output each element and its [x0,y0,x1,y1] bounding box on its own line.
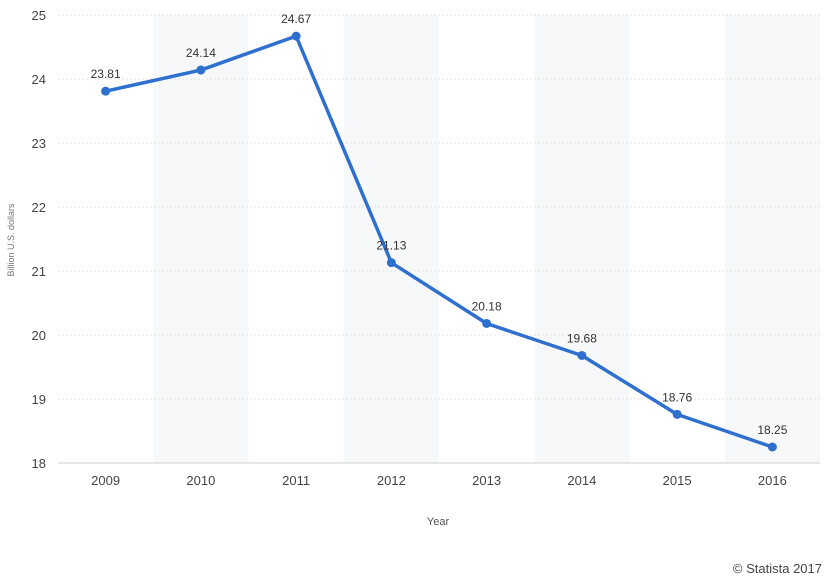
y-axis-ticks: 18 19 20 21 22 23 24 25 [32,8,46,471]
data-label: 19.68 [567,331,597,345]
data-point [672,409,682,419]
series-group [101,31,777,452]
data-label: 18.25 [757,423,787,437]
y-tick-label: 24 [32,72,46,87]
background-bands [153,15,820,463]
x-tick-label: 2014 [567,473,596,488]
data-point [577,350,587,360]
x-tick-label: 2015 [663,473,692,488]
background-band [153,15,249,463]
series-line [103,34,775,449]
y-tick-label: 21 [32,264,46,279]
gridlines [58,14,820,464]
credit-text: © Statista 2017 [732,561,822,576]
data-point [767,442,777,452]
background-band [534,15,630,463]
data-point [196,65,206,75]
x-tick-label: 2016 [758,473,787,488]
data-label: 18.76 [662,390,692,404]
x-tick-label: 2012 [377,473,406,488]
background-band [724,15,820,463]
y-axis-title: Billion U.S. dollars [6,203,16,277]
data-label: 21.13 [376,239,406,253]
y-tick-label: 25 [32,8,46,23]
data-label: 23.81 [91,67,121,81]
y-tick-label: 20 [32,328,46,343]
x-tick-label: 2011 [282,473,310,488]
x-tick-label: 2009 [91,473,120,488]
data-label: 24.14 [186,46,216,60]
data-point [291,31,301,41]
data-label: 24.67 [281,12,311,26]
data-label: 20.18 [472,299,502,313]
y-tick-label: 18 [32,456,46,471]
data-point [101,86,111,96]
data-point [386,258,396,268]
x-axis-ticks: 2009 2010 2011 2012 2013 2014 2015 2016 [91,473,787,488]
x-axis-title: Year [427,516,450,528]
background-band [343,15,439,463]
data-point [482,318,492,328]
data-labels: 23.81 24.14 24.67 21.13 20.18 19.68 18.76 18.25 [91,12,788,437]
y-tick-label: 23 [32,136,46,151]
x-tick-label: 2010 [186,473,215,488]
y-tick-label: 22 [32,200,46,215]
y-tick-label: 19 [32,392,46,407]
x-tick-label: 2013 [472,473,501,488]
